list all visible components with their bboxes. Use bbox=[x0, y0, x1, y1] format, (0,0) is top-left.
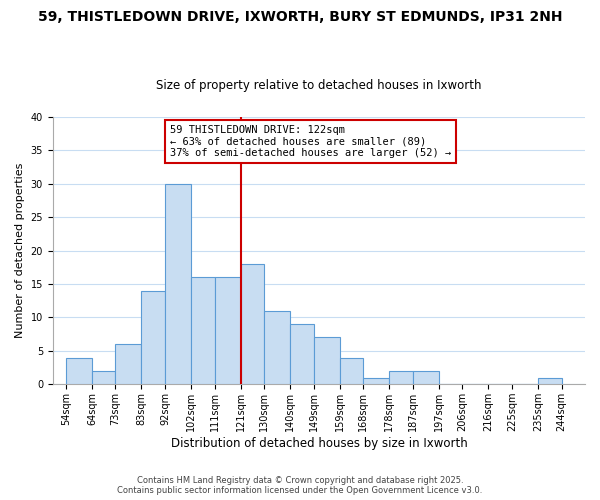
Bar bbox=[92, 371, 115, 384]
Title: Size of property relative to detached houses in Ixworth: Size of property relative to detached ho… bbox=[156, 79, 482, 92]
Bar bbox=[66, 358, 92, 384]
Text: 59 THISTLEDOWN DRIVE: 122sqm
← 63% of detached houses are smaller (89)
37% of se: 59 THISTLEDOWN DRIVE: 122sqm ← 63% of de… bbox=[170, 125, 451, 158]
Bar bbox=[264, 310, 290, 384]
Text: 59, THISTLEDOWN DRIVE, IXWORTH, BURY ST EDMUNDS, IP31 2NH: 59, THISTLEDOWN DRIVE, IXWORTH, BURY ST … bbox=[38, 10, 562, 24]
Y-axis label: Number of detached properties: Number of detached properties bbox=[15, 163, 25, 338]
Bar bbox=[314, 338, 340, 384]
Bar bbox=[191, 278, 215, 384]
Text: Contains HM Land Registry data © Crown copyright and database right 2025.
Contai: Contains HM Land Registry data © Crown c… bbox=[118, 476, 482, 495]
Bar bbox=[115, 344, 142, 385]
X-axis label: Distribution of detached houses by size in Ixworth: Distribution of detached houses by size … bbox=[170, 437, 467, 450]
Bar bbox=[340, 358, 363, 384]
Bar bbox=[538, 378, 562, 384]
Bar bbox=[413, 371, 439, 384]
Bar bbox=[363, 378, 389, 384]
Bar bbox=[389, 371, 413, 384]
Bar bbox=[215, 278, 241, 384]
Bar bbox=[241, 264, 264, 384]
Bar bbox=[142, 290, 165, 384]
Bar bbox=[290, 324, 314, 384]
Bar bbox=[165, 184, 191, 384]
